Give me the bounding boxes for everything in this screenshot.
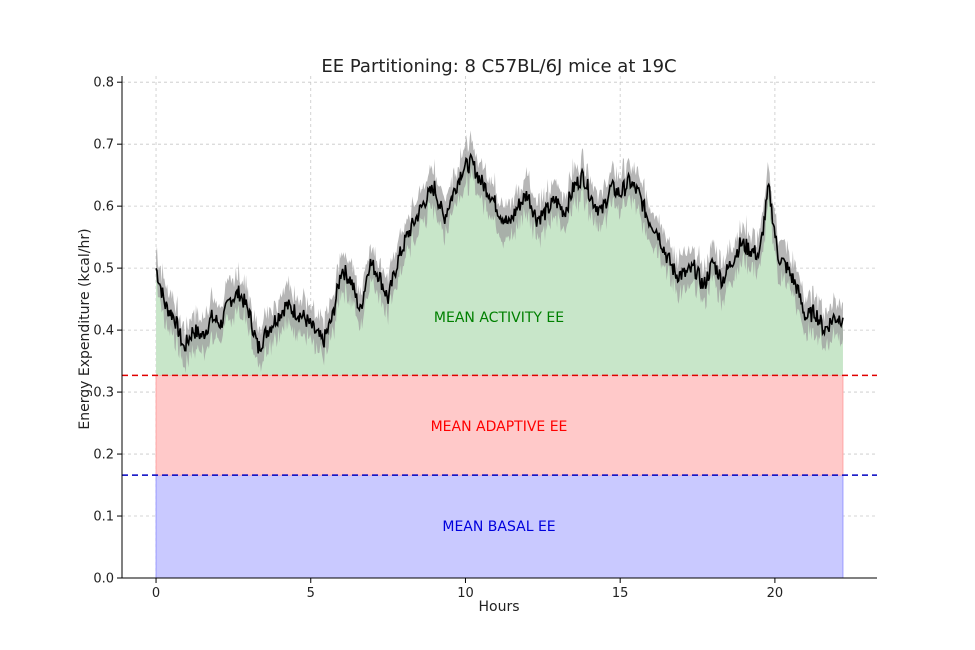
y-tick-label: 0.1 (93, 510, 114, 525)
mean-ee-line (155, 152, 844, 354)
x-tick-label: 0 (152, 586, 160, 601)
adaptive-ee-band (155, 374, 844, 476)
y-tick-label: 0.0 (93, 572, 114, 587)
adaptive-ee-label: MEAN ADAPTIVE EE (431, 419, 568, 435)
y-axis-label: Energy Expenditure (kcal/hr) (77, 228, 93, 429)
axis-layer: 0 5 10 15 20 0.0 0.1 0.2 0.3 0.4 0.5 0.6 0.7 0.8 (93, 76, 877, 601)
x-tick-label: 10 (457, 586, 474, 601)
fill-layer (155, 154, 844, 579)
y-tick-label: 0.2 (93, 448, 114, 463)
line-layer (122, 130, 877, 476)
label-layer: EE Partitioning: 8 C57BL/6J mice at 19C … (77, 56, 677, 615)
x-tick-label: 15 (612, 586, 629, 601)
y-tick-label: 0.6 (93, 200, 114, 215)
y-tick-label: 0.4 (93, 324, 114, 339)
basal-ee-band (155, 474, 844, 579)
activity-ee-label: MEAN ACTIVITY EE (434, 310, 564, 326)
basal-ee-label: MEAN BASAL EE (442, 519, 555, 535)
activity-ee-area (156, 154, 843, 376)
y-tick-label: 0.8 (93, 76, 114, 91)
y-tick-label: 0.5 (93, 262, 114, 277)
x-axis-label: Hours (478, 599, 519, 615)
y-tick-label: 0.7 (93, 138, 114, 153)
x-tick-label: 20 (767, 586, 784, 601)
y-tick-label: 0.3 (93, 386, 114, 401)
x-tick-label: 5 (307, 586, 315, 601)
chart-title: EE Partitioning: 8 C57BL/6J mice at 19C (321, 56, 676, 77)
